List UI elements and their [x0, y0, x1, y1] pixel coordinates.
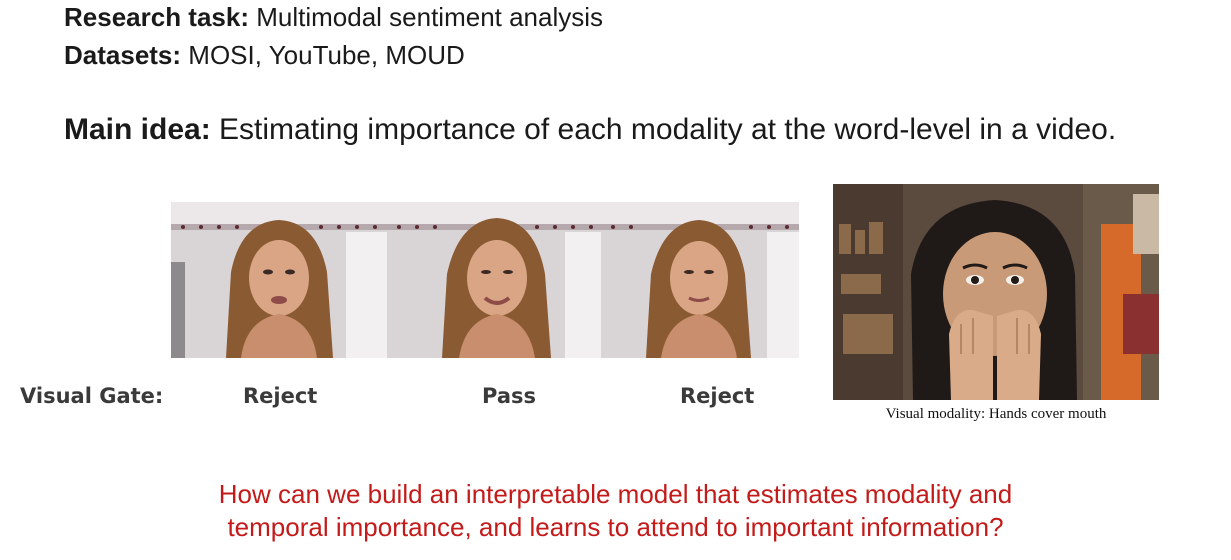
gate-decision-2: Pass [482, 384, 536, 408]
question-line-1: How can we build an interpretable model … [218, 479, 1013, 509]
research-task-label: Research task: [64, 2, 249, 32]
main-idea-text: Estimating importance of each modality a… [210, 113, 1117, 146]
research-task-text: Multimodal sentiment analysis [249, 2, 604, 32]
video-frame-3 [601, 202, 799, 358]
gate-decision-3: Reject [680, 384, 755, 408]
datasets-line: Datasets: MOSI, YouTube, MOUD [64, 40, 465, 71]
research-task-line: Research task: Multimodal sentiment anal… [64, 2, 603, 33]
hands-cover-mouth-photo [833, 184, 1159, 400]
video-frame-2 [387, 202, 601, 358]
research-question: How can we build an interpretable model … [0, 478, 1231, 544]
datasets-label: Datasets: [64, 40, 182, 70]
visual-gate-label: Visual Gate: [20, 384, 164, 408]
photo-caption: Visual modality: Hands cover mouth [885, 406, 1107, 422]
question-line-2: temporal importance, and learns to atten… [227, 512, 1004, 542]
datasets-text: MOSI, YouTube, MOUD [181, 40, 465, 70]
gate-decision-1: Reject [243, 384, 318, 408]
video-frame-1 [171, 202, 387, 358]
main-idea-line: Main idea: Estimating importance of each… [64, 113, 1116, 147]
main-idea-label: Main idea: [64, 113, 211, 146]
